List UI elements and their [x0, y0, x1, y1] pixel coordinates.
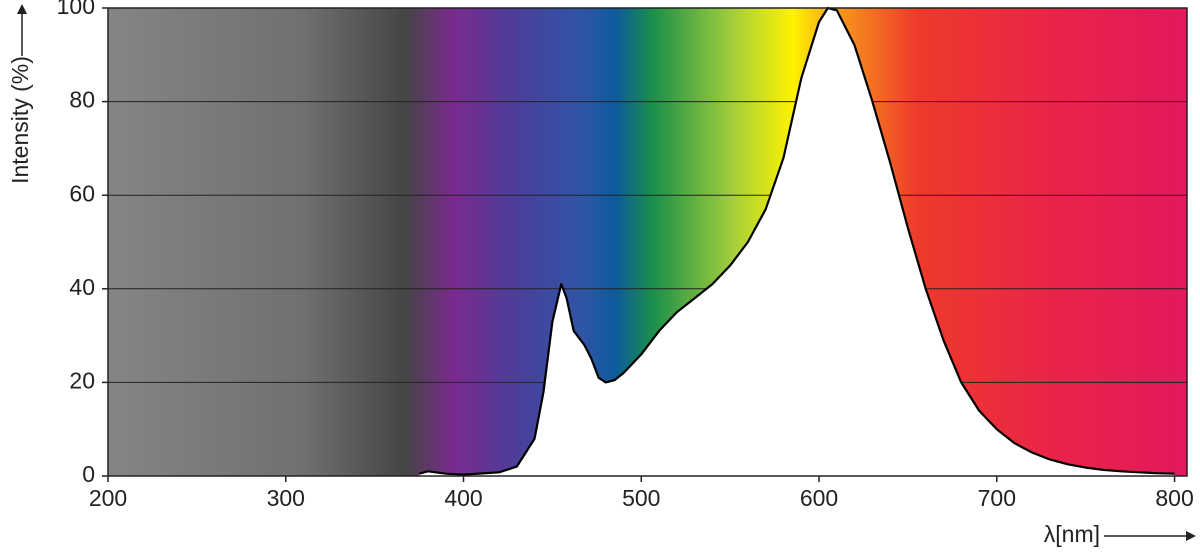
x-arrow-head	[1186, 531, 1196, 541]
plot	[418, 6, 1175, 476]
y-tick-label: 60	[69, 180, 95, 206]
x-axis-label: λ[nm]	[1044, 521, 1100, 547]
y-tick-label: 0	[82, 461, 95, 487]
y-axis-label: Intensity (%)	[7, 56, 33, 184]
y-tick-label: 100	[57, 0, 95, 19]
spectrum-line	[418, 6, 1175, 476]
y-arrow-head	[17, 4, 27, 14]
x-tick-label: 800	[1155, 485, 1193, 511]
y-tick-label: 20	[69, 367, 95, 393]
x-tick-label: 500	[622, 485, 660, 511]
x-tick-label: 700	[978, 485, 1016, 511]
x-tick-label: 600	[800, 485, 838, 511]
x-tick-label: 400	[444, 485, 482, 511]
x-tick-label: 300	[267, 485, 305, 511]
y-tick-label: 80	[69, 87, 95, 113]
y-tick-label: 40	[69, 274, 95, 300]
x-tick-label: 200	[89, 485, 127, 511]
area-fill	[419, 8, 1175, 476]
plot-frame	[107, 7, 1188, 477]
